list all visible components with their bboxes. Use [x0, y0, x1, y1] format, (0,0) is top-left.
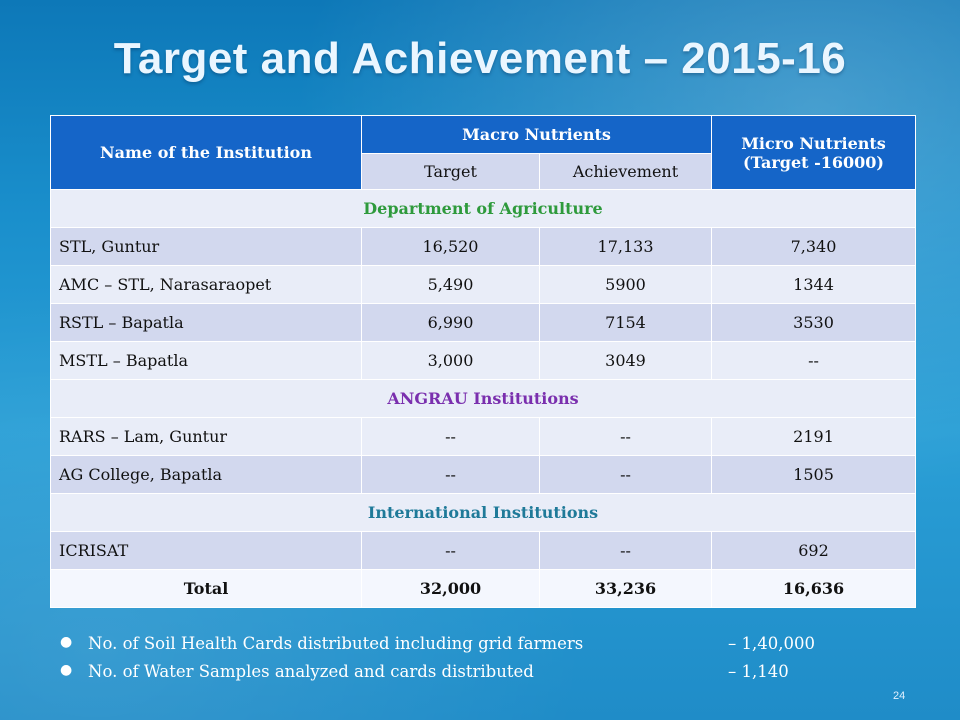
total-micro: 16,636: [711, 569, 917, 608]
target-value: --: [361, 531, 540, 570]
achievement-value: --: [538, 455, 713, 494]
header-institution: Name of the Institution: [50, 115, 362, 190]
achievement-value: --: [538, 531, 713, 570]
total-row: Total 32,000 33,236 16,636: [50, 569, 917, 608]
section-row-agriculture: Department of Agriculture: [49, 189, 917, 228]
institution-name: RSTL – Bapatla: [50, 303, 362, 342]
target-value: --: [361, 417, 540, 456]
table-row: RARS – Lam, Guntur -- -- 2191: [50, 417, 917, 456]
institution-name: RARS – Lam, Guntur: [50, 417, 362, 456]
table-row: MSTL – Bapatla 3,000 3049 --: [50, 341, 917, 380]
header-macro-nutrients: Macro Nutrients: [360, 115, 713, 154]
total-target: 32,000: [361, 569, 540, 608]
bullet-value: – 1,40,000: [728, 634, 815, 653]
target-achievement-table: Name of the Institution Macro Nutrients …: [49, 115, 917, 608]
total-achievement: 33,236: [538, 569, 713, 608]
target-value: 6,990: [361, 303, 540, 342]
institution-name: AG College, Bapatla: [50, 455, 362, 494]
micro-value: 3530: [711, 303, 917, 342]
total-label: Total: [50, 569, 362, 608]
section-row-angrau: ANGRAU Institutions: [49, 379, 917, 418]
micro-value: 1344: [711, 265, 917, 304]
header-achievement: Achievement: [538, 153, 713, 190]
micro-value: 1505: [711, 455, 917, 494]
achievement-value: --: [538, 417, 713, 456]
section-label: ANGRAU Institutions: [49, 379, 917, 418]
target-value: 5,490: [361, 265, 540, 304]
institution-name: AMC – STL, Narasaraopet: [50, 265, 362, 304]
institution-name: STL, Guntur: [50, 227, 362, 266]
slide-title: Target and Achievement – 2015-16: [113, 34, 847, 83]
bullet-item: ● No. of Soil Health Cards distributed i…: [60, 634, 920, 662]
bullet-dot-icon: ●: [60, 662, 73, 678]
achievement-value: 17,133: [538, 227, 713, 266]
institution-name: MSTL – Bapatla: [50, 341, 362, 380]
table-row: AMC – STL, Narasaraopet 5,490 5900 1344: [50, 265, 917, 304]
header-micro-nutrients: Micro Nutrients (Target -16000): [711, 115, 917, 190]
micro-value: --: [711, 341, 917, 380]
bullet-list: ● No. of Soil Health Cards distributed i…: [60, 634, 920, 690]
table-row: STL, Guntur 16,520 17,133 7,340: [50, 227, 917, 266]
achievement-value: 5900: [538, 265, 713, 304]
target-value: --: [361, 455, 540, 494]
bullet-item: ● No. of Water Samples analyzed and card…: [60, 662, 920, 690]
table-row: AG College, Bapatla -- -- 1505: [50, 455, 917, 494]
micro-value: 2191: [711, 417, 917, 456]
institution-name: ICRISAT: [50, 531, 362, 570]
section-row-international: International Institutions: [49, 493, 917, 532]
bullet-value: – 1,140: [728, 662, 789, 681]
section-label: Department of Agriculture: [49, 189, 917, 228]
achievement-value: 7154: [538, 303, 713, 342]
header-target: Target: [361, 153, 540, 190]
micro-value: 7,340: [711, 227, 917, 266]
target-value: 3,000: [361, 341, 540, 380]
table-row: ICRISAT -- -- 692: [50, 531, 917, 570]
bullet-text: No. of Soil Health Cards distributed inc…: [88, 634, 584, 653]
achievement-value: 3049: [538, 341, 713, 380]
page-number: 24: [893, 690, 906, 702]
table-row: RSTL – Bapatla 6,990 7154 3530: [50, 303, 917, 342]
section-label: International Institutions: [49, 493, 917, 532]
bullet-dot-icon: ●: [60, 634, 73, 650]
target-value: 16,520: [361, 227, 540, 266]
bullet-text: No. of Water Samples analyzed and cards …: [88, 662, 534, 681]
micro-value: 692: [711, 531, 917, 570]
